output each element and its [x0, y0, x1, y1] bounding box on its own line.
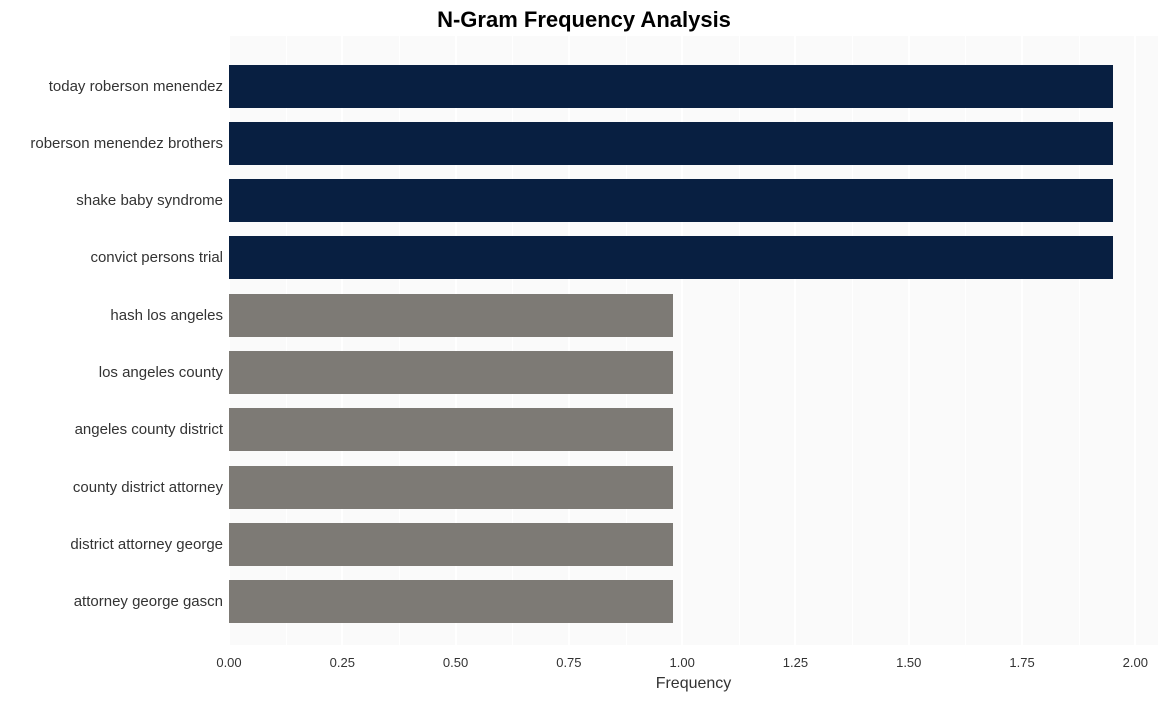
y-tick-label: shake baby syndrome — [76, 192, 223, 209]
plot-area — [229, 36, 1158, 645]
y-tick-label: roberson menendez brothers — [30, 135, 223, 152]
bar — [229, 466, 673, 509]
y-tick-label: convict persons trial — [90, 249, 223, 266]
y-tick-label: hash los angeles — [110, 307, 223, 324]
x-tick-label: 2.00 — [1123, 655, 1148, 670]
x-tick-label: 0.25 — [330, 655, 355, 670]
y-tick-label: today roberson menendez — [49, 78, 223, 95]
y-tick-label: district attorney george — [70, 536, 223, 553]
chart-title: N-Gram Frequency Analysis — [0, 7, 1168, 33]
x-tick-label: 0.00 — [216, 655, 241, 670]
bar — [229, 523, 673, 566]
x-tick-label: 1.50 — [896, 655, 921, 670]
y-tick-label: los angeles county — [99, 364, 223, 381]
bar — [229, 351, 673, 394]
bar — [229, 65, 1113, 108]
ngram-frequency-chart: N-Gram Frequency Analysis Frequency 0.00… — [0, 0, 1168, 701]
bar — [229, 408, 673, 451]
y-tick-label: attorney george gascn — [74, 593, 223, 610]
x-axis-title: Frequency — [229, 675, 1158, 693]
bar — [229, 294, 673, 337]
bar — [229, 580, 673, 623]
grid-line — [1134, 36, 1136, 645]
bar — [229, 122, 1113, 165]
y-tick-label: county district attorney — [73, 479, 223, 496]
x-tick-label: 1.25 — [783, 655, 808, 670]
bar — [229, 236, 1113, 279]
x-tick-label: 1.00 — [670, 655, 695, 670]
y-tick-label: angeles county district — [75, 421, 223, 438]
x-tick-label: 0.50 — [443, 655, 468, 670]
x-tick-label: 1.75 — [1009, 655, 1034, 670]
bar — [229, 179, 1113, 222]
x-tick-label: 0.75 — [556, 655, 581, 670]
